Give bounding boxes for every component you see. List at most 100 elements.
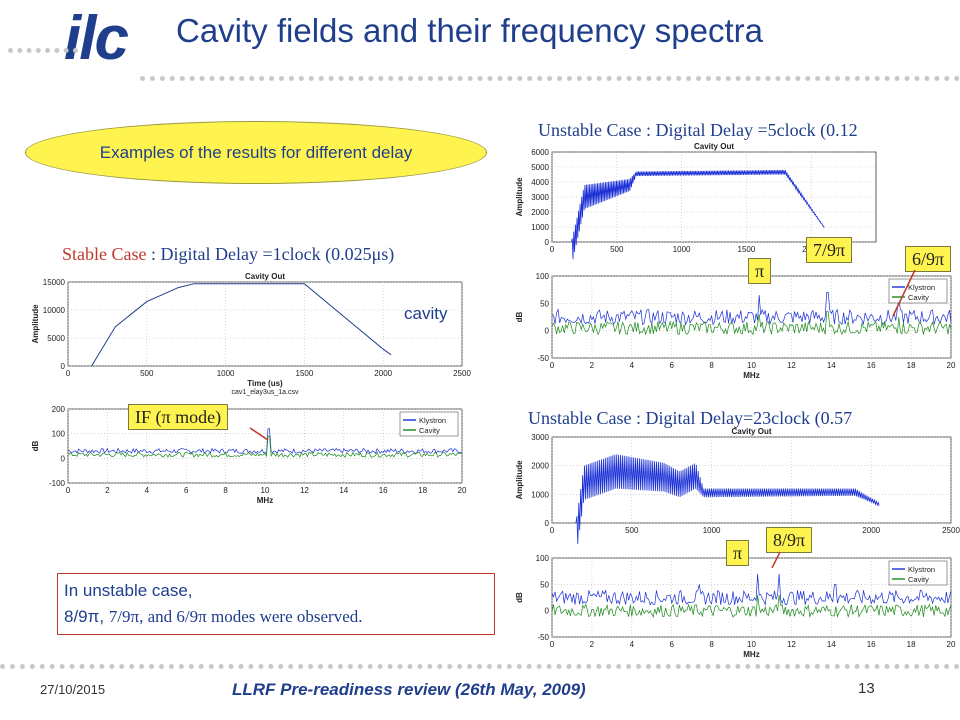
y-tick-label: 2000 <box>531 462 549 471</box>
x-tick-label: 8 <box>709 640 714 649</box>
y-tick-label: 50 <box>540 580 549 589</box>
x-tick-label: 500 <box>140 369 154 378</box>
x-tick-label: 4 <box>630 361 635 370</box>
unstable-modes-note: In unstable case, 8/9π, 7/9π, and 6/9π m… <box>57 573 495 635</box>
y-tick-label: 15000 <box>43 278 66 287</box>
y-tick-label: 5000 <box>531 163 549 172</box>
x-tick-label: 8 <box>223 486 228 495</box>
legend-label: Klystron <box>419 416 446 425</box>
unstable2-spectrum-plot: -50 0 50 100 0 2 4 6 8 10 12 14 16 18 20 MHz dB Klystron C… <box>512 552 957 667</box>
footer-date: 27/10/2015 <box>40 682 106 697</box>
x-tick-label: 14 <box>339 486 348 495</box>
x-tick-label: 1500 <box>738 245 756 254</box>
legend-label: Cavity <box>419 426 440 435</box>
if-mode-tag: IF (π mode) <box>128 404 229 430</box>
pi-mode-tag-lower: π <box>726 540 750 566</box>
x-tick-label: 2500 <box>453 369 471 378</box>
x-tick-label: 16 <box>379 486 388 495</box>
dotted-rule-top-left <box>8 48 78 53</box>
legend-label: Cavity <box>908 575 929 584</box>
footer-title: LLRF Pre-readiness review (26th May, 200… <box>232 680 586 699</box>
x-tick-label: 14 <box>827 640 836 649</box>
dotted-rule-top <box>140 76 960 81</box>
eight-ninths-pi-tag: 8/9π <box>766 527 813 553</box>
note-line-1: In unstable case, <box>64 581 193 600</box>
pi-mode-tag-upper: π <box>748 258 772 284</box>
y-tick-label: 0 <box>545 327 550 336</box>
x-tick-label: 1000 <box>673 245 691 254</box>
y-tick-label: 100 <box>52 430 66 439</box>
series-cavity <box>551 594 952 619</box>
stable-case-caption: Stable Case : Digital Delay =1clock (0.0… <box>62 244 394 265</box>
x-tick-label: 16 <box>867 640 876 649</box>
x-tick-label: 20 <box>947 361 956 370</box>
note-line-2: 8/9π, 7/9π, and 6/9π modes were observed… <box>64 604 488 630</box>
x-tick-label: 0 <box>550 526 555 535</box>
x-tick-label: 4 <box>145 486 150 495</box>
y-tick-label: 3000 <box>531 433 549 442</box>
seven-ninths-pi-tag: 7/9π <box>806 237 853 263</box>
y-tick-label: 6000 <box>531 148 549 157</box>
plot-frame <box>67 281 463 367</box>
note-line-2a: 8/9π, <box>64 607 109 626</box>
y-tick-label: 0 <box>61 454 66 463</box>
x-tick-label: 2000 <box>862 526 880 535</box>
chart-title: Cavity Out <box>694 142 734 151</box>
x-tick-label: 20 <box>947 640 956 649</box>
slide-title: Cavity fields and their frequency spectr… <box>176 12 763 49</box>
unstable2-cavity-svg: 010002000300005001000150020002500Cavity … <box>515 427 960 544</box>
x-tick-label: 14 <box>827 361 836 370</box>
series-klystron <box>551 573 952 606</box>
stable-case-label: Stable Case <box>62 244 147 264</box>
x-tick-label: 18 <box>418 486 427 495</box>
unstable-case-2-caption: Unstable Case : Digital Delay=23clock (0… <box>528 408 853 428</box>
legend-box <box>888 560 948 586</box>
stable-spectrum-plot: -100 0 100 200 0 2 4 6 8 10 12 14 16 18 20 MHz dB Klystro… <box>28 403 468 513</box>
x-tick-label: 1000 <box>703 526 721 535</box>
x-tick-label: 6 <box>669 640 674 649</box>
y-tick-label: -50 <box>537 354 549 363</box>
x-tick-label: 2000 <box>374 369 392 378</box>
x-tick-label: 18 <box>907 640 916 649</box>
y-tick-label: 5000 <box>47 334 65 343</box>
series-line <box>575 454 880 544</box>
unstable1-cavity-svg: 0100020003000400050006000050010001500200… <box>515 142 877 260</box>
x-tick-label: 16 <box>867 361 876 370</box>
series-klystron <box>551 292 952 326</box>
x-tick-label: 2 <box>590 640 595 649</box>
x-tick-label: 8 <box>709 361 714 370</box>
series-line <box>91 283 392 367</box>
y-axis-label: Amplitude <box>31 304 40 344</box>
legend-box <box>399 411 459 437</box>
x-tick-label: 1000 <box>217 369 235 378</box>
y-tick-label: 100 <box>536 554 550 563</box>
legend-label: Klystron <box>908 283 935 292</box>
y-tick-label: 1000 <box>531 490 549 499</box>
stable-case-detail: : Digital Delay =1clock (0.025 <box>146 244 372 264</box>
x-tick-label: 0 <box>66 369 71 378</box>
legend-label: Klystron <box>908 565 935 574</box>
stable-cavity-svg: 0 5000 10000 15000 0 500 1000 1500 2000 2500 Cavit… <box>31 272 471 396</box>
x-tick-label: 0 <box>66 486 71 495</box>
note-line-2b: 7/9π, and 6/9π modes were observed. <box>108 607 363 626</box>
x-axis-label: Time (us) <box>247 379 283 388</box>
dotted-rule-bottom <box>0 664 960 669</box>
x-tick-label: 2500 <box>942 526 960 535</box>
chart-title: Cavity Out <box>731 427 771 436</box>
stable-cavity-plot: 0 5000 10000 15000 0 500 1000 1500 2000 2500 Cavit… <box>28 268 471 396</box>
x-tick-label: 10 <box>747 640 756 649</box>
y-axis-label: Amplitude <box>515 177 524 217</box>
y-tick-label: -100 <box>49 479 66 488</box>
x-tick-label: 12 <box>300 486 309 495</box>
unstable1-cavity-plot: 0100020003000400050006000050010001500200… <box>512 138 882 260</box>
y-tick-label: 3000 <box>531 193 549 202</box>
y-axis-label: dB <box>515 311 524 322</box>
unstable-case-1-caption: Unstable Case : Digital Delay =5clock (0… <box>538 120 858 140</box>
x-tick-label: 6 <box>184 486 189 495</box>
x-tick-label: 20 <box>458 486 467 495</box>
y-tick-label: 200 <box>52 405 66 414</box>
series-cavity <box>551 311 952 336</box>
x-tick-label: 18 <box>907 361 916 370</box>
legend-label: Cavity <box>908 293 929 302</box>
file-label: cav1_elay3us_1a.csv <box>232 389 299 396</box>
